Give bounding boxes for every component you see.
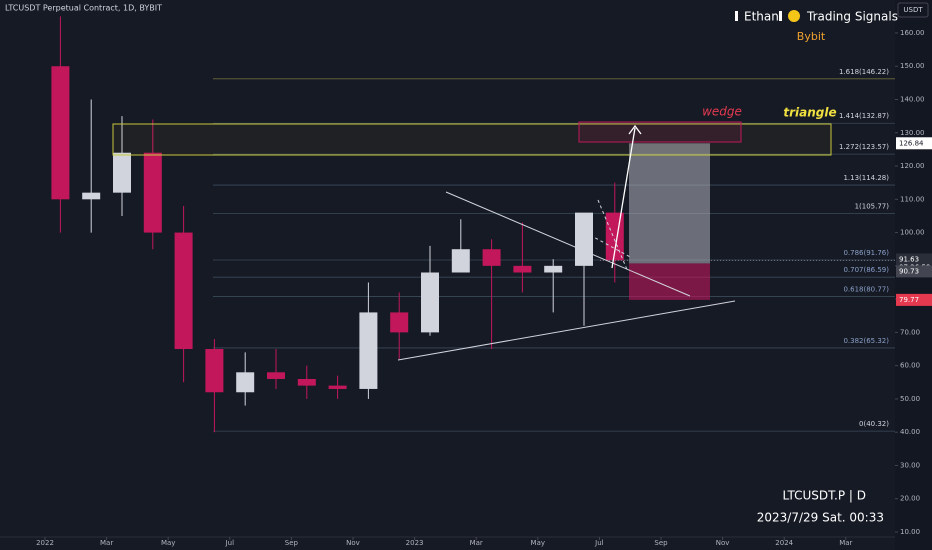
fib-label: 1(105.77) xyxy=(855,202,890,210)
stop-price-label-bg xyxy=(896,293,932,306)
x-tick-label: Jul xyxy=(225,539,235,547)
candle-body xyxy=(451,249,470,273)
y-tick-label: 110.00 xyxy=(900,195,925,203)
watermark-bar xyxy=(779,11,782,21)
trendline xyxy=(397,300,736,361)
x-tick-label: Nov xyxy=(716,539,730,547)
candle-body xyxy=(236,372,255,393)
candle-body xyxy=(82,192,101,200)
fib-label: 0.618(80.77) xyxy=(843,286,889,294)
candle-body xyxy=(51,66,70,200)
stop-price-label: 79.77 xyxy=(899,296,919,304)
candle-body xyxy=(113,152,131,193)
fib-label: 0.382(65.32) xyxy=(843,337,889,345)
x-tick-label: Nov xyxy=(346,539,360,547)
y-tick-label: 120.00 xyxy=(900,162,925,170)
target-price-label: 126.84 xyxy=(899,139,924,147)
last-price-label: 91.63 xyxy=(899,255,919,263)
watermark-dot xyxy=(788,10,800,22)
x-tick-label: Sep xyxy=(285,539,299,547)
candle-body xyxy=(482,249,501,266)
candle-body xyxy=(575,212,593,266)
y-tick-label: 100.00 xyxy=(900,229,925,237)
fib-label: 0(40.32) xyxy=(859,420,889,428)
candle-body xyxy=(267,372,285,379)
candle-body xyxy=(328,385,347,389)
x-tick-label: 2022 xyxy=(36,539,54,547)
wedge-zone xyxy=(578,121,742,143)
entry-price-label: 90.73 xyxy=(899,267,919,275)
candle-body xyxy=(297,378,316,386)
fib-label: 0.786(91.76) xyxy=(843,249,889,257)
y-tick-label: 150.00 xyxy=(900,62,925,70)
x-tick-label: May xyxy=(161,539,175,547)
wedge-line xyxy=(597,199,629,273)
fib-label: 1.13(114.28) xyxy=(843,174,889,182)
y-tick-label: 70.00 xyxy=(900,328,920,336)
fib-label: 0.707(86.59) xyxy=(843,266,889,274)
candle-body xyxy=(174,232,193,350)
x-tick-label: Sep xyxy=(654,539,668,547)
candle-body xyxy=(544,265,563,273)
fib-label: 1.618(146.22) xyxy=(839,68,889,76)
symbol-title: LTCUSDT Perpetual Contract, 1D, BYBIT xyxy=(5,4,162,13)
datetime-label: 2023/7/29 Sat. 00:33 xyxy=(757,511,884,525)
arrow xyxy=(611,127,636,269)
target-price-label-bg xyxy=(896,137,932,150)
y-tick-label: 130.00 xyxy=(900,129,925,137)
candle-body xyxy=(143,152,162,233)
y-tick-label: 140.00 xyxy=(900,96,925,104)
target-zone xyxy=(629,143,710,264)
x-tick-label: Jul xyxy=(594,539,604,547)
wedge-label: wedge xyxy=(702,105,742,119)
candle-body xyxy=(205,349,224,393)
watermark-tag: Trading Signals xyxy=(806,10,898,24)
triangle-zone xyxy=(112,123,832,156)
y-tick-label: 160.00 xyxy=(900,29,925,37)
symbol-label: LTCUSDT.P | D xyxy=(782,489,866,503)
candle-body xyxy=(359,312,378,389)
x-tick-label: May xyxy=(531,539,545,547)
y-tick-label: 50.00 xyxy=(900,395,920,403)
x-tick-label: 2023 xyxy=(406,539,424,547)
currency-label: USDT xyxy=(903,6,923,14)
y-tick-label: 10.00 xyxy=(900,528,920,536)
x-tick-label: Mar xyxy=(100,539,113,547)
currency-button[interactable] xyxy=(897,2,929,18)
watermark-exchange: Bybit xyxy=(797,30,826,43)
candle-body xyxy=(390,312,409,333)
trendline xyxy=(445,191,691,297)
entry-price-label-bg xyxy=(896,265,932,278)
triangle-label: triangle xyxy=(783,106,836,120)
watermark-bar xyxy=(735,11,738,21)
y-tick-label: 30.00 xyxy=(900,461,920,469)
x-tick-label: Mar xyxy=(470,539,483,547)
fib-label: 1.414(132.87) xyxy=(839,112,889,120)
fib-label: 1.272(123.57) xyxy=(839,143,889,151)
candle-body xyxy=(513,265,532,273)
x-tick-label: Mar xyxy=(839,539,852,547)
stop-zone xyxy=(629,263,710,300)
y-tick-label: 60.00 xyxy=(900,362,920,370)
arrow-head xyxy=(628,124,642,135)
x-tick-label: 2024 xyxy=(775,539,793,547)
y-tick-label: 20.00 xyxy=(900,495,920,503)
candle-body xyxy=(421,272,439,333)
wedge-line xyxy=(589,234,633,259)
watermark-name: Ethan xyxy=(744,10,779,24)
y-tick-label: 40.00 xyxy=(900,428,920,436)
